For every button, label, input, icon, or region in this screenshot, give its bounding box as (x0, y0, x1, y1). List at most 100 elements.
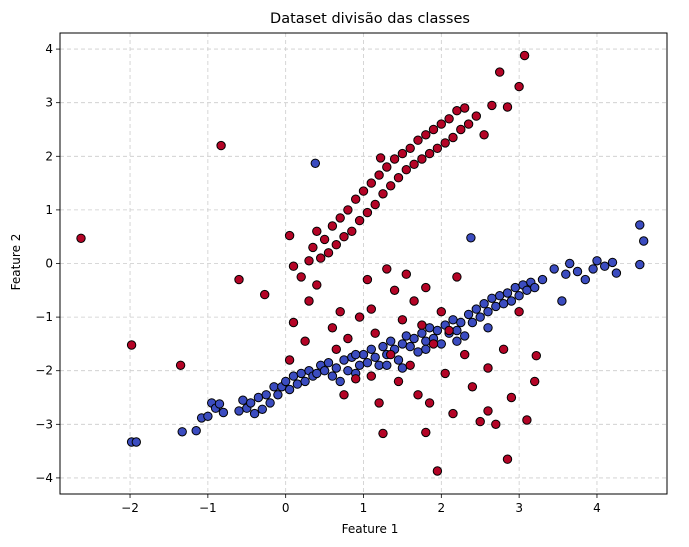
x-tick-label: −1 (199, 501, 217, 515)
point-class-blue (549, 264, 559, 274)
point-class-red (331, 240, 341, 250)
point-class-red (424, 148, 435, 159)
point-class-red (487, 100, 497, 111)
point-class-blue (635, 259, 645, 270)
point-class-blue (284, 384, 295, 395)
point-class-red (514, 307, 524, 317)
point-class-red (530, 376, 540, 387)
point-class-red (327, 323, 338, 333)
point-class-blue (600, 261, 610, 271)
point-class-blue (495, 291, 505, 301)
point-class-red (428, 124, 439, 135)
point-class-red (421, 282, 431, 293)
point-class-blue (483, 307, 493, 317)
point-class-blue (281, 376, 291, 387)
point-class-blue (265, 398, 275, 408)
point-class-blue (506, 296, 517, 306)
point-class-red (491, 419, 501, 429)
point-class-red (300, 336, 310, 346)
point-class-blue (370, 352, 380, 362)
point-class-red (432, 143, 443, 154)
point-class-blue (269, 382, 279, 392)
point-class-red (335, 213, 345, 223)
point-class-red (417, 154, 427, 164)
point-class-red (397, 315, 408, 325)
point-class-blue (238, 395, 248, 405)
chart-title: Dataset divisão das classes (270, 11, 470, 27)
point-class-red (448, 408, 458, 419)
point-class-blue (611, 268, 622, 278)
point-class-blue (514, 291, 524, 301)
point-class-red (378, 189, 388, 199)
point-class-blue (312, 368, 322, 379)
point-class-blue (466, 233, 476, 243)
x-tick-label: 2 (438, 501, 446, 515)
point-class-red (374, 170, 384, 180)
point-class-red (405, 360, 415, 370)
point-class-red (452, 106, 462, 116)
point-class-blue (452, 325, 462, 336)
point-class-blue (479, 299, 489, 309)
point-class-red (351, 374, 361, 384)
point-class-blue (409, 333, 419, 344)
x-tick-label: 0 (282, 501, 290, 515)
point-class-red (417, 320, 427, 330)
point-class-blue (253, 392, 264, 403)
y-tick-label: −1 (35, 310, 53, 324)
point-class-red (370, 328, 380, 338)
point-class-blue (339, 355, 349, 365)
x-tick-label: 4 (593, 501, 601, 515)
point-class-blue (424, 323, 435, 333)
point-class-blue (487, 293, 497, 303)
point-class-blue (502, 288, 513, 298)
point-class-blue (456, 317, 466, 328)
point-class-blue (475, 312, 485, 322)
point-class-red (216, 140, 226, 151)
point-class-red (522, 415, 532, 425)
point-class-blue (234, 406, 244, 416)
point-class-red (339, 390, 349, 400)
point-class-blue (557, 296, 567, 306)
point-class-blue (292, 379, 303, 389)
point-class-red (386, 349, 396, 360)
data-points (76, 50, 649, 476)
point-class-blue (323, 358, 334, 368)
point-class-red (366, 304, 376, 314)
point-class-red (366, 371, 376, 381)
point-class-red (436, 119, 446, 129)
point-class-red (467, 382, 478, 392)
point-class-red (347, 226, 357, 237)
point-class-blue (249, 408, 260, 419)
point-class-blue (592, 256, 602, 266)
point-class-red (76, 233, 86, 244)
point-class-blue (351, 349, 361, 360)
point-class-red (316, 253, 326, 263)
point-class-red (413, 390, 423, 400)
point-class-blue (354, 360, 365, 370)
point-class-red (308, 242, 318, 253)
point-class-red (452, 272, 462, 282)
point-class-red (312, 280, 322, 290)
point-class-red (319, 234, 330, 245)
point-class-blue (561, 269, 571, 279)
x-axis-label: Feature 1 (342, 522, 399, 536)
point-class-red (343, 333, 353, 344)
point-class-blue (471, 304, 481, 314)
point-class-red (471, 111, 481, 121)
x-tick-label: −2 (121, 501, 139, 515)
point-class-blue (483, 323, 493, 333)
point-class-red (444, 114, 454, 124)
y-tick-label: −3 (35, 417, 53, 431)
point-class-red (354, 312, 365, 322)
point-class-red (460, 349, 470, 360)
y-tick-label: 1 (45, 203, 53, 217)
point-class-red (362, 207, 373, 218)
point-class-blue (397, 339, 408, 349)
y-tick-label: −4 (35, 471, 53, 485)
point-class-blue (343, 366, 353, 376)
point-class-blue (448, 315, 458, 325)
point-class-blue (246, 398, 256, 408)
point-class-red (531, 351, 541, 361)
point-class-red (323, 248, 334, 258)
point-class-red (483, 363, 493, 373)
